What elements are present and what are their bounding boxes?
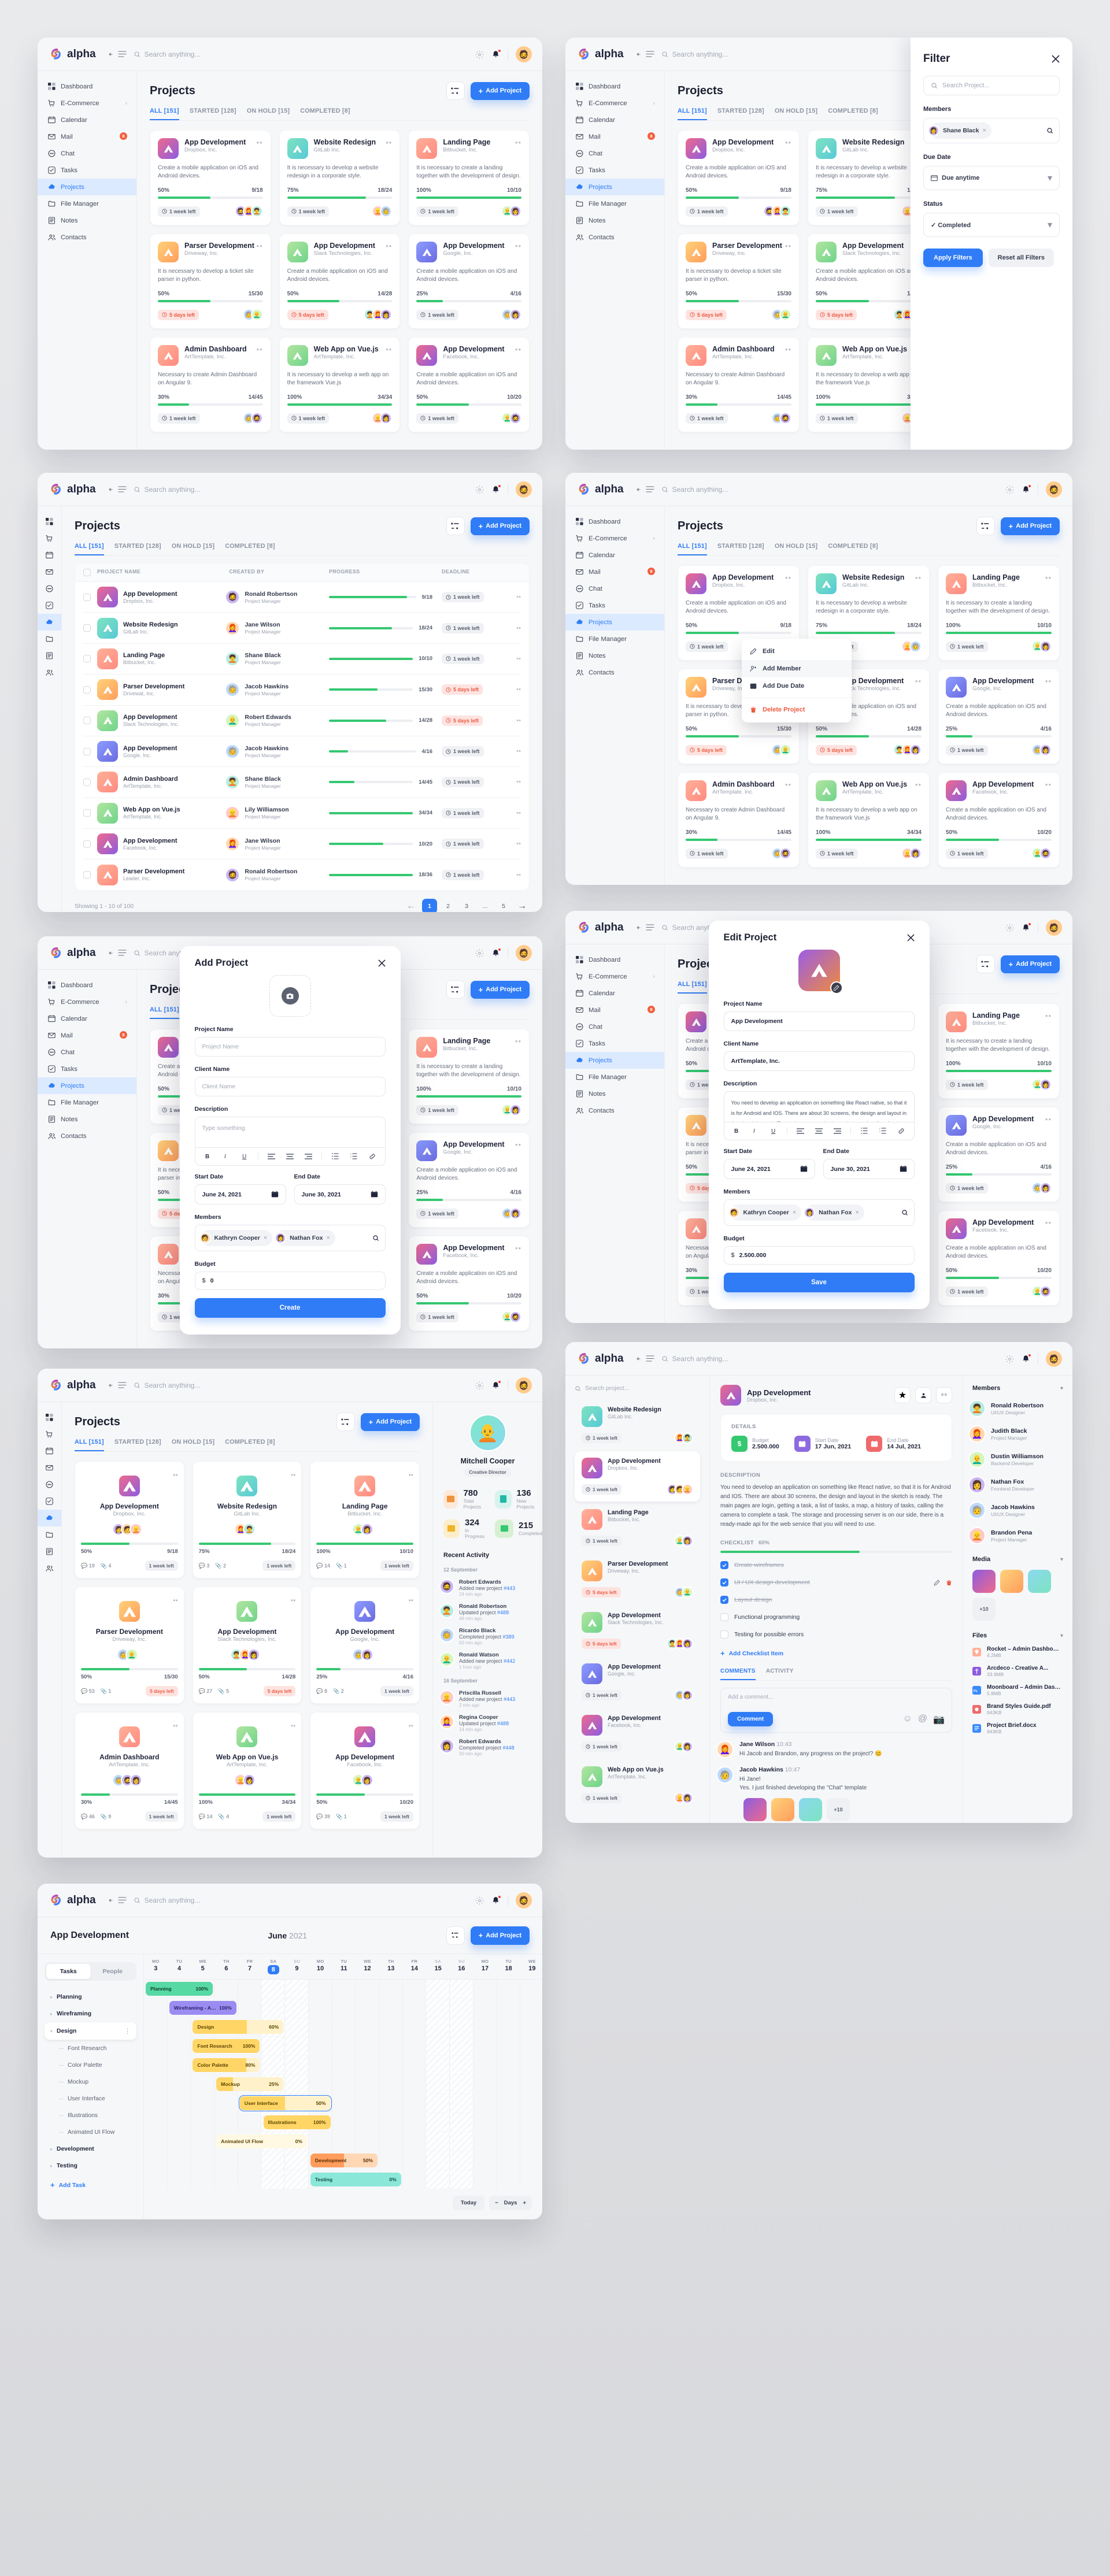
svg-text:Ps: Ps <box>974 1689 978 1693</box>
svg-text:I: I <box>224 1154 226 1159</box>
svg-text:U: U <box>242 1154 246 1159</box>
svg-text:2.: 2. <box>350 1156 352 1158</box>
svg-text:2.: 2. <box>879 1131 881 1133</box>
svg-text:1.: 1. <box>879 1128 881 1130</box>
svg-text:1.: 1. <box>350 1153 352 1155</box>
svg-text:U: U <box>771 1128 775 1134</box>
svg-text:B: B <box>734 1128 738 1134</box>
svg-text:B: B <box>205 1154 209 1159</box>
svg-text:I: I <box>753 1128 755 1134</box>
